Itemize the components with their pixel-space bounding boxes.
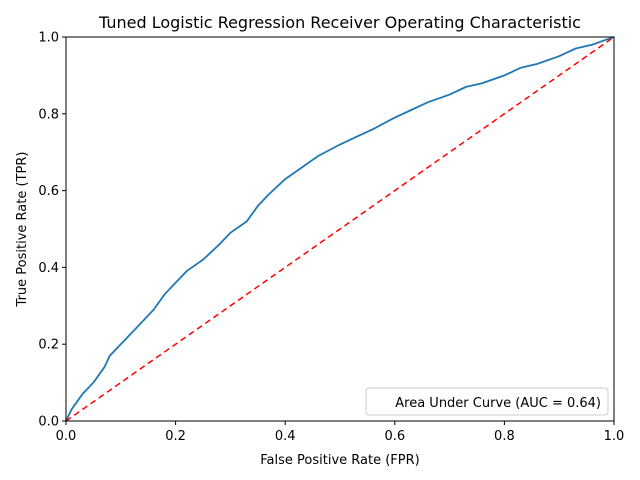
roc-curve-line [65,36,615,422]
y-tick-label: 0.4 [38,261,59,276]
y-tick-label: 0.6 [38,184,59,199]
x-tick-label: 0.6 [384,429,405,444]
plot-area [65,36,615,422]
series-layer [65,36,615,422]
x-tick-label: 0.4 [275,429,296,444]
legend-box [365,387,609,416]
chart-title: Tuned Logistic Regression Receiver Opera… [98,13,581,32]
y-tick-label: 0.0 [38,415,59,430]
y-axis: 0.0 0.2 0.4 0.6 0.8 1.0 [38,31,66,430]
x-tick-label: 1.0 [604,429,625,444]
legend: Area Under Curve (AUC = 0.64) [365,387,609,416]
x-axis-label: False Positive Rate (FPR) [260,453,419,468]
x-tick-label: 0.8 [494,429,515,444]
y-tick-label: 0.8 [38,107,59,122]
y-tick-label: 0.2 [38,338,59,353]
chance-diagonal-line [65,36,615,422]
y-tick-label: 1.0 [38,31,59,46]
plot-border [65,36,615,422]
legend-entry-auc: Area Under Curve (AUC = 0.64) [395,396,601,411]
y-axis-label: True Positive Rate (TPR) [15,152,30,308]
x-axis: 0.0 0.2 0.4 0.6 0.8 1.0 [56,421,625,444]
x-tick-label: 0.2 [165,429,186,444]
x-tick-label: 0.0 [56,429,77,444]
